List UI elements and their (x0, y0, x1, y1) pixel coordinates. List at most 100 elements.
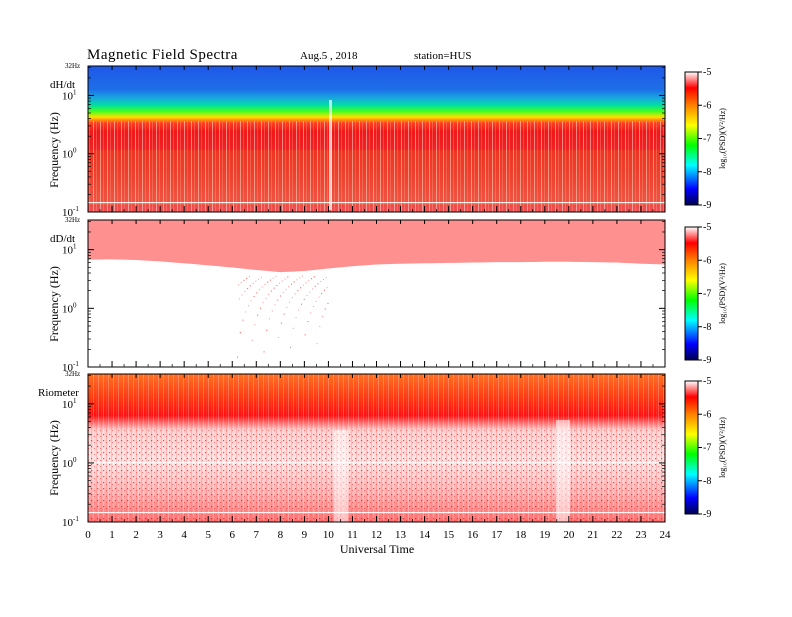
dddt-speckle (261, 286, 263, 288)
dddt-speckle (255, 280, 257, 282)
dhdt-ylabel: Frequency (Hz) (47, 112, 61, 188)
colorbar-tick-label: -5 (703, 376, 711, 387)
dhdt-impulses (88, 121, 665, 212)
x-tick-label: 1 (109, 529, 115, 541)
dddt-speckle (266, 329, 268, 331)
station-label: station=HUS (414, 50, 472, 62)
x-tick-label: 24 (660, 529, 672, 541)
riometer-speckle (88, 430, 665, 522)
dddt-label: dD/dt (50, 233, 75, 245)
dddt-speckle (278, 336, 280, 338)
dddt-speckle (317, 283, 319, 285)
colorbar-label: log₁₀(PSD)(V²/Hz) (718, 108, 727, 169)
dddt-speckle (301, 303, 303, 305)
dddt-speckle (265, 297, 267, 299)
dddt-speckle (252, 282, 254, 284)
colorbar (684, 226, 699, 361)
dddt-speckle (246, 277, 248, 279)
dddt-speckle (277, 299, 279, 301)
riometer-label: Riometer (38, 387, 79, 399)
dddt-speckle (307, 321, 309, 323)
x-tick-label: 5 (205, 529, 211, 541)
dddt-speckle (293, 281, 295, 283)
panel-dhdt: dH/dt 32Hz Frequency (Hz) 10-1 100 101 (47, 62, 666, 219)
dddt-speckle (237, 356, 239, 358)
dddt-speckle (311, 288, 313, 290)
figure-title: Magnetic Field Spectra (87, 47, 238, 63)
dddt-speckle (305, 282, 307, 284)
dddt-speckle (257, 314, 259, 316)
x-tick-label: 18 (515, 529, 527, 541)
dddt-speckle (253, 296, 255, 298)
y-tick-label: 100 (62, 301, 77, 315)
dddt-speckle (264, 283, 266, 285)
dddt-speckle (281, 280, 283, 282)
dddt-speckle (318, 296, 320, 298)
dddt-speckle (251, 339, 253, 341)
dddt-speckle (308, 280, 310, 282)
dddt-speckle (323, 289, 325, 291)
riometer-ylabel: Frequency (Hz) (47, 420, 61, 496)
colorbar-tick-label: -6 (703, 255, 711, 266)
colorbar-tick-label: -5 (703, 222, 711, 233)
dddt-speckle (315, 300, 317, 302)
x-tick-label: 13 (395, 529, 407, 541)
y-tick-label: 10-1 (62, 360, 79, 374)
x-tick-label: 14 (419, 529, 431, 541)
x-tick-label: 23 (635, 529, 647, 541)
y-tick-label: 101 (62, 88, 77, 102)
colorbar-tick-label: -5 (703, 67, 711, 78)
dddt-speckle (304, 334, 306, 336)
x-tick-label: 19 (539, 529, 551, 541)
dddt-speckle (238, 298, 240, 300)
dddt-speckle (239, 331, 241, 333)
dddt-yticks: 10-1 100 101 (62, 221, 665, 374)
colorbar-label: log₁₀(PSD)(V²/Hz) (718, 417, 727, 478)
dddt-speckle (286, 306, 288, 308)
y-tick-label: 10-1 (62, 205, 79, 219)
dddt-speckle (298, 309, 300, 311)
x-axis-label: Universal Time (340, 542, 414, 556)
dddt-ylabel: Frequency (Hz) (47, 266, 61, 342)
dddt-speckle (312, 306, 314, 308)
dddt-speckle (320, 281, 322, 283)
riometer-gap-1 (334, 430, 348, 522)
x-tick-label: 4 (181, 529, 187, 541)
colorbar-tick-label: -7 (703, 289, 711, 300)
dddt-speckle (250, 300, 252, 302)
x-tick-label: 3 (157, 529, 163, 541)
dddt-speckle (309, 291, 311, 293)
dddt-speckle (242, 319, 244, 321)
dddt-speckle (326, 286, 328, 288)
y-tick-label: 100 (62, 456, 77, 470)
dddt-speckle (282, 291, 284, 293)
dddt-speckle (287, 276, 289, 278)
y-tick-label: 101 (62, 243, 77, 257)
x-tick-label: 10 (323, 529, 335, 541)
dhdt-white-line (88, 202, 665, 204)
dddt-speckle (273, 287, 275, 289)
panel-riometer: Riometer 32Hz Frequency (Hz) 10-1 100 101 (38, 370, 666, 529)
dddt-speckle (263, 351, 265, 353)
dddt-speckle (296, 279, 298, 281)
dddt-speckle (274, 304, 276, 306)
dddt-speckle (275, 275, 277, 277)
date-label: Aug.5 , 2018 (300, 50, 358, 62)
dddt-speckle (294, 293, 296, 295)
riometer-top-label: 32Hz (65, 370, 80, 378)
dddt-speckle (310, 312, 312, 314)
x-tick-label: 11 (347, 529, 358, 541)
dddt-speckle (289, 301, 291, 303)
dddt-speckle (258, 289, 260, 291)
colorbar-tick-label: -7 (703, 443, 711, 454)
colorbar-tick-label: -9 (703, 355, 711, 366)
colorbar (684, 71, 699, 206)
x-tick-label: 20 (563, 529, 575, 541)
dddt-speckle (316, 343, 318, 345)
dddt-spectrogram (88, 220, 665, 358)
x-tick-label: 12 (371, 529, 382, 541)
dhdt-yellow-speckle (88, 150, 665, 205)
dddt-speckle (279, 282, 281, 284)
